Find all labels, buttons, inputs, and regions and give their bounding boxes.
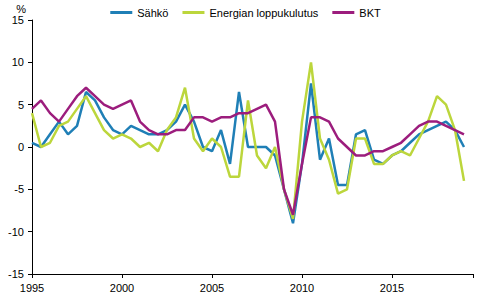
svg-text:2000: 2000 [110,282,134,294]
svg-text:0: 0 [18,141,24,153]
svg-text:2005: 2005 [200,282,224,294]
svg-text:2010: 2010 [290,282,314,294]
svg-text:Energian loppukulutus: Energian loppukulutus [209,7,318,19]
svg-text:10: 10 [12,56,24,68]
svg-text:-5: -5 [14,183,24,195]
svg-text:2015: 2015 [380,282,404,294]
svg-text:15: 15 [12,14,24,26]
svg-text:BKT: BKT [359,7,381,19]
svg-text:-10: -10 [8,226,24,238]
svg-text:5: 5 [18,99,24,111]
svg-text:-15: -15 [8,268,24,280]
svg-text:1995: 1995 [20,282,44,294]
svg-text:Sähkö: Sähkö [137,7,168,19]
